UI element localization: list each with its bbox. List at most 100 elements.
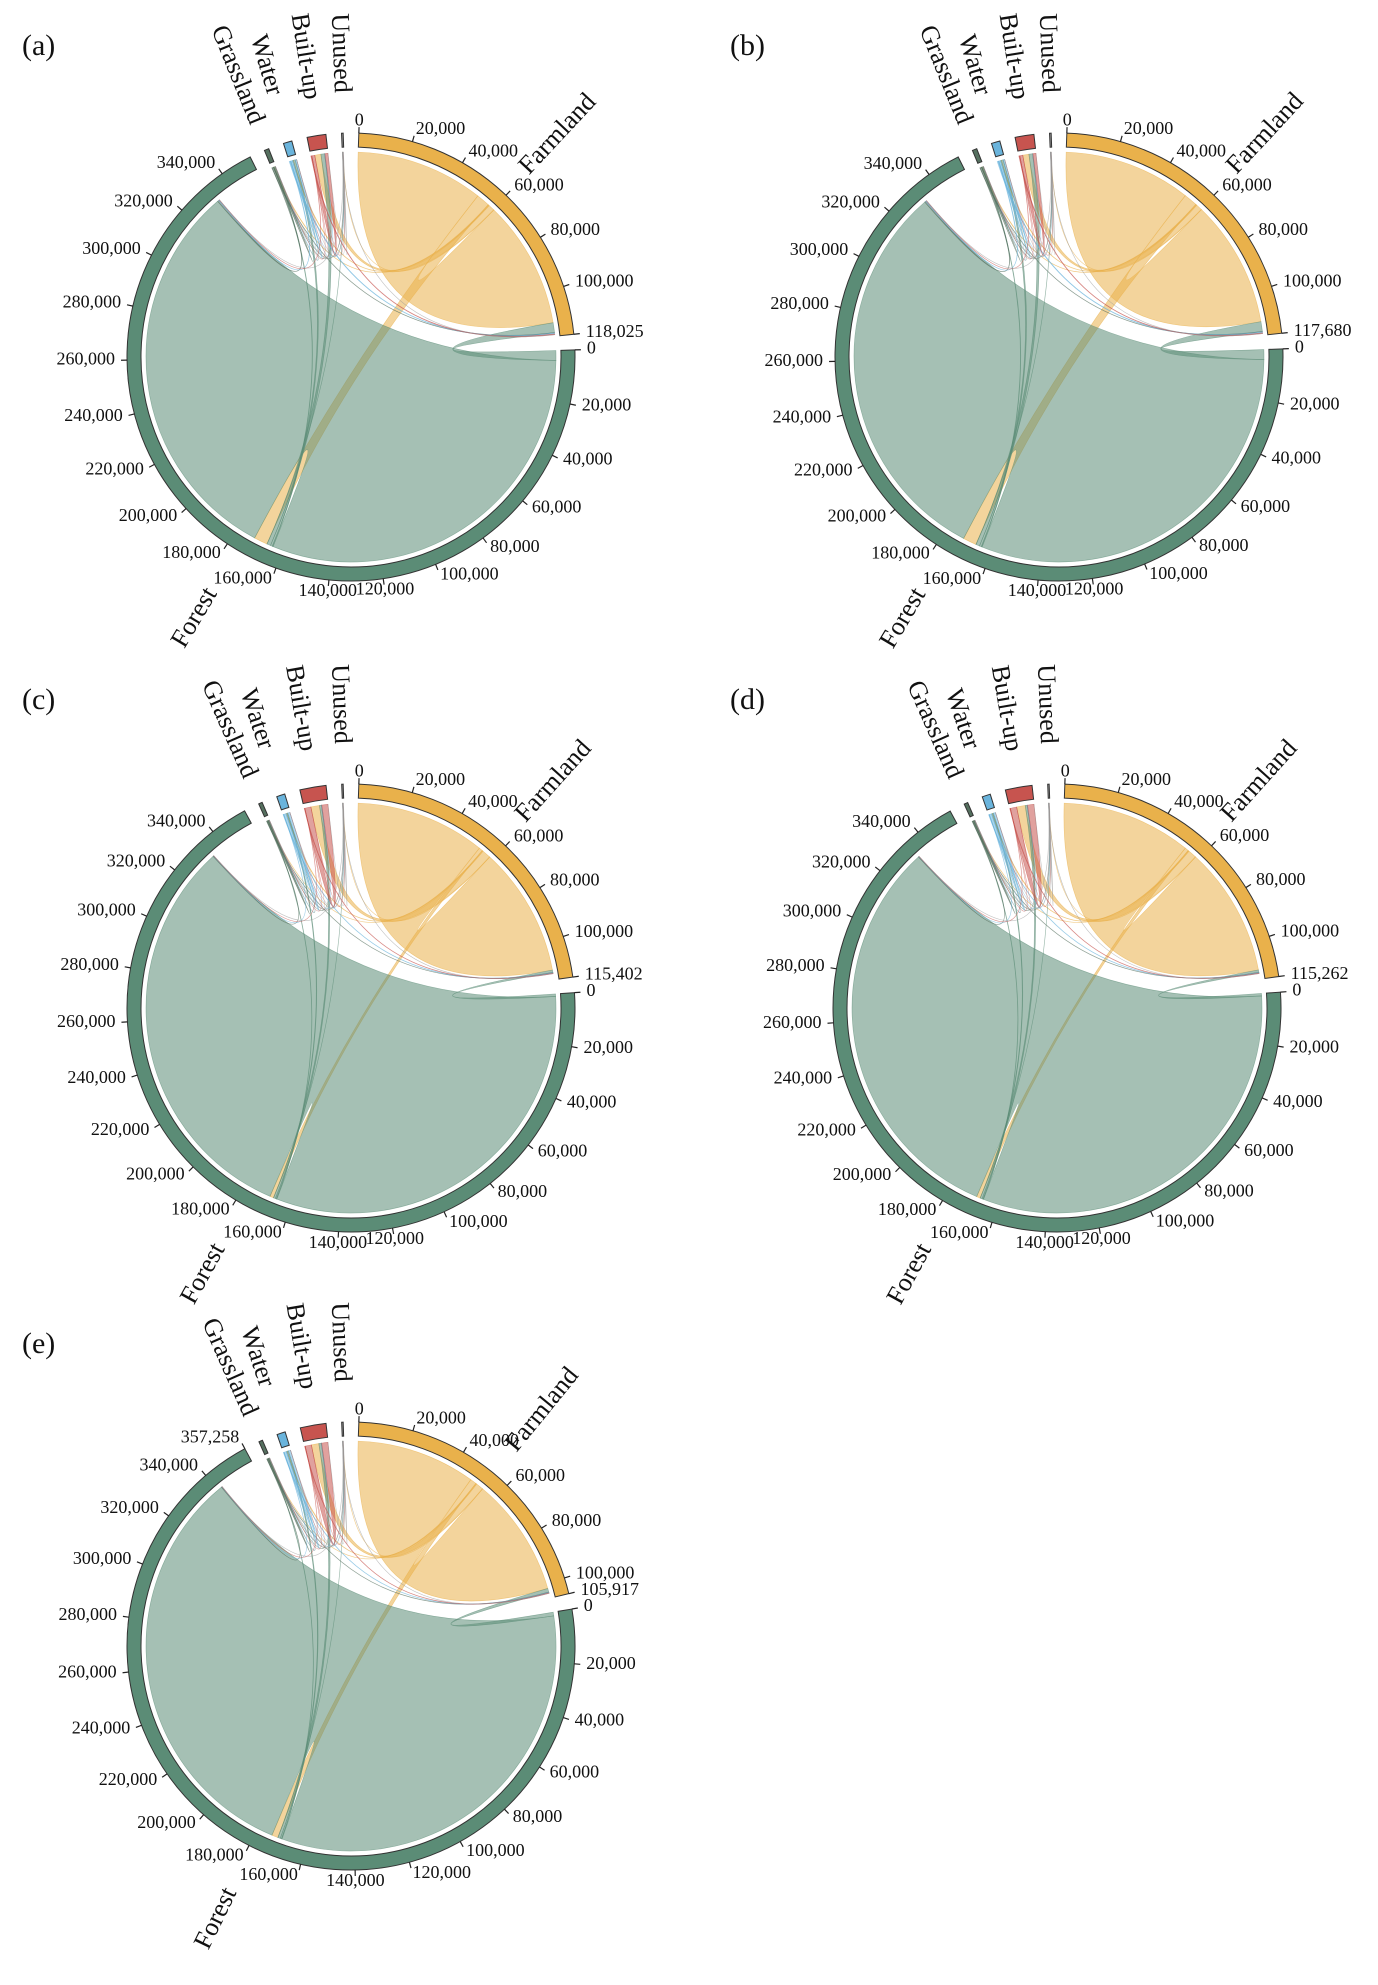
tick-mark [412,1424,416,1431]
tick-mark [461,157,467,164]
tick-label: 220,000 [797,1120,856,1140]
tick-mark [181,508,187,514]
chord [974,803,1050,911]
tick-mark [435,564,439,571]
chord [342,151,556,338]
group-name: Built-up [286,11,328,101]
tick-mark [131,1074,138,1078]
tick-label: 0 [1063,109,1072,129]
group-arc [341,783,345,799]
tick-label: 20,000 [416,769,466,789]
tick-mark [443,1211,448,1218]
tick-mark [830,967,837,970]
tick-label: 60,000 [516,1465,566,1485]
tick-label: 320,000 [821,191,880,211]
tick-label: 260,000 [57,1011,116,1031]
tick-mark [1098,1227,1101,1234]
tick-mark [1169,157,1174,164]
tick-mark [208,826,214,833]
tick-mark [223,543,228,550]
chord [342,1440,550,1605]
chord [917,820,1005,925]
tick-label: 80,000 [1256,869,1306,889]
tick-mark [1144,563,1148,570]
chord [925,160,1018,271]
group-arc [832,810,1282,1233]
tick-mark [539,883,546,889]
tick-label: 40,000 [468,140,518,160]
tick-mark [391,1228,395,1235]
tick-mark [573,333,580,335]
tick-mark [989,1222,993,1229]
tick-label: 140,000 [309,1232,368,1252]
group-arc [126,810,576,1233]
group-arc [276,793,290,811]
tick-mark [540,233,546,238]
tick-label: 0 [355,109,364,129]
tick-mark [563,283,570,287]
tick-mark [161,1773,168,1778]
tick-label: 260,000 [57,348,116,368]
group-name: Unused [1034,13,1066,93]
tick-mark [163,1511,170,1517]
tick-mark [298,1864,302,1871]
group-arc [126,156,576,582]
tick-label: 80,000 [498,1181,548,1201]
group-name: Forest [873,581,931,652]
tick-label: 300,000 [783,900,842,920]
tick-label: 220,000 [99,1769,158,1789]
chord [342,151,348,255]
group-name: Farmland [512,87,601,180]
tick-mark [555,1097,562,1102]
tick-label: 80,000 [1199,535,1249,555]
tick-mark [122,1671,129,1674]
tick-label: 100,000 [1283,271,1342,291]
tick-mark [136,1561,143,1565]
chord [269,1441,344,1549]
tick-mark [1211,841,1217,847]
chord [221,1440,344,1557]
tick-label: 180,000 [878,1199,937,1219]
tick-label: 260,000 [763,1012,822,1032]
tick-label: 117,680 [1294,320,1352,340]
tick-mark [932,544,937,550]
chord [924,166,1010,273]
group-name: Built-up [281,1301,324,1391]
group-arc [963,801,974,818]
tick-mark [836,414,843,418]
tick-mark [563,1716,570,1721]
tick-label: 80,000 [550,869,600,889]
tick-label: 100,000 [1281,921,1340,941]
tick-mark [522,500,528,506]
group-name: Farmland [1214,734,1302,827]
tick-label: 40,000 [1174,791,1224,811]
tick-label: 60,000 [1244,1140,1294,1160]
tick-label: 300,000 [82,238,141,258]
tick-mark [140,913,147,917]
tick-mark [135,1724,142,1728]
tick-label: 20,000 [583,1037,633,1057]
tick-label: 100,000 [575,921,634,941]
group-arc [258,801,269,818]
group-arc [1065,132,1283,336]
group-arc [1049,132,1053,148]
group-arc [357,1421,570,1598]
tick-mark [837,1075,844,1079]
group-arc [299,784,329,805]
tick-label: 0 [355,1398,364,1418]
tick-mark [895,1167,901,1173]
tick-label: 120,000 [1065,578,1124,598]
tick-mark [505,190,511,196]
tick-mark [462,1446,467,1453]
chord [342,802,554,979]
tick-mark [506,1480,512,1486]
panel-label: (b) [730,29,765,62]
tick-label: 180,000 [162,542,221,562]
tick-mark [327,579,330,586]
tick-label: 100,000 [1156,1210,1215,1230]
group-arc [1004,784,1035,805]
tick-mark [1119,135,1123,142]
tick-mark [539,1766,545,1771]
group-arc [834,156,1284,582]
tick-mark [1281,331,1288,334]
